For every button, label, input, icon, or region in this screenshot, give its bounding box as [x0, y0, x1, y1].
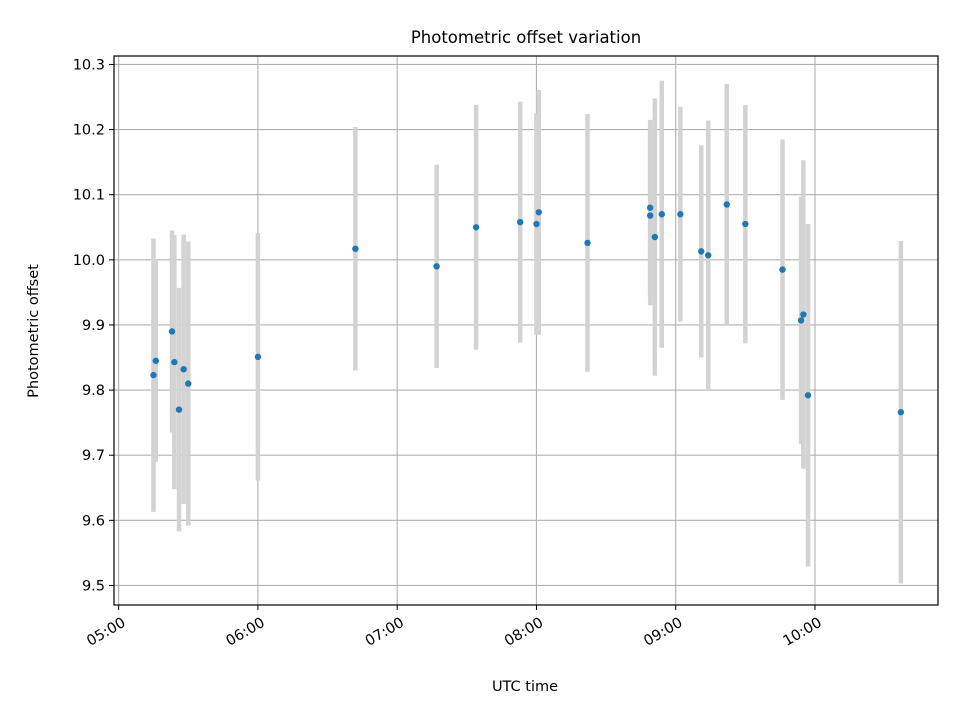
y-tick-label: 10.0	[73, 253, 105, 269]
data-point	[677, 211, 684, 218]
y-tick-label: 9.5	[82, 578, 105, 594]
y-axis-ticks: 9.5 9.6 9.7 9.8 9.9 10.0 10.1 10.2 10.3	[73, 57, 114, 594]
y-tick-label: 9.6	[82, 513, 105, 529]
data-point	[254, 353, 262, 361]
data-point	[433, 263, 440, 270]
data-point	[150, 371, 157, 379]
data-point	[472, 224, 480, 231]
data-point	[651, 233, 659, 241]
chart-title: Photometric offset variation	[411, 28, 641, 47]
data-point	[533, 220, 540, 228]
data-point	[897, 409, 905, 416]
data-point	[584, 239, 591, 247]
data-point	[646, 204, 654, 211]
data-point	[800, 311, 807, 318]
data-point	[658, 211, 665, 218]
y-axis-label: Photometric offset	[26, 264, 42, 398]
y-tick-label: 10.3	[73, 57, 105, 73]
y-tick-label: 10.1	[73, 188, 105, 204]
y-tick-label: 9.9	[82, 318, 105, 334]
data-point	[516, 218, 524, 226]
data-point	[723, 201, 730, 208]
data-point	[742, 220, 749, 228]
data-point	[535, 209, 542, 216]
y-tick-label: 9.8	[82, 383, 105, 399]
data-point	[185, 380, 192, 387]
data-point	[152, 357, 159, 364]
data-point	[175, 406, 183, 413]
data-point	[779, 266, 786, 273]
data-point	[797, 317, 805, 324]
data-point	[646, 212, 654, 219]
data-point	[705, 252, 712, 259]
data-point	[352, 245, 359, 252]
x-axis-label: UTC time	[492, 679, 558, 695]
y-tick-label: 9.7	[82, 448, 105, 464]
data-point	[171, 358, 178, 366]
data-point	[168, 328, 176, 335]
data-point	[180, 366, 187, 373]
data-point	[698, 248, 705, 255]
plot-frame	[113, 55, 939, 606]
data-points	[150, 201, 905, 416]
data-point	[804, 392, 812, 399]
y-tick-label: 10.2	[73, 123, 105, 139]
